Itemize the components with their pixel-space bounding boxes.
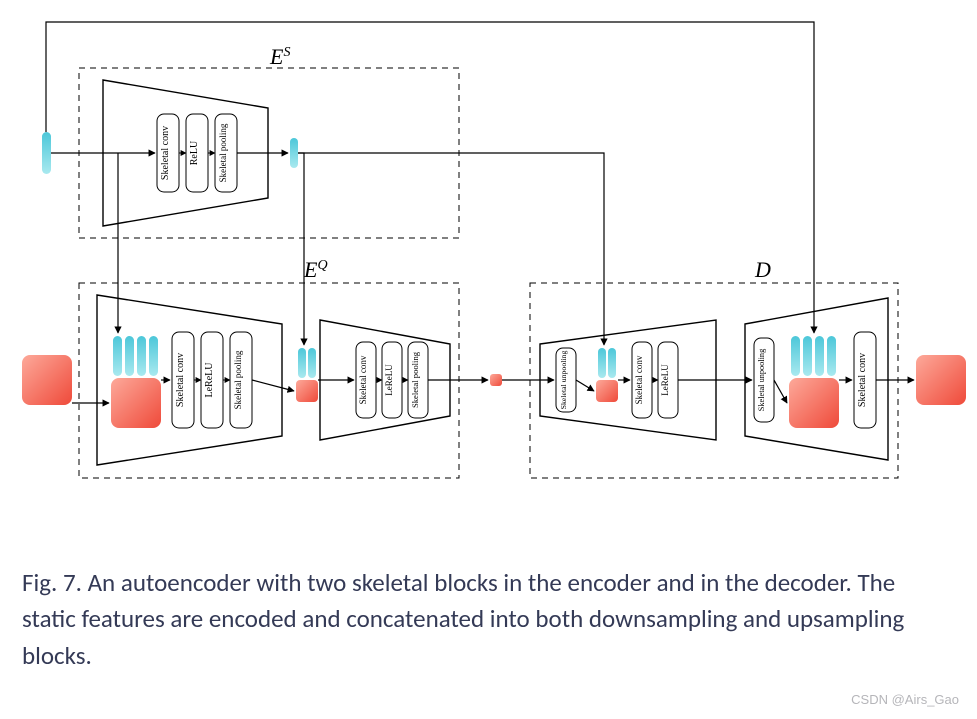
es-skeletal-conv: Skeletal conv xyxy=(157,114,179,192)
svg-text:Skeletal pooling: Skeletal pooling xyxy=(410,351,420,408)
label-es: ES xyxy=(269,44,290,69)
svg-text:Skeletal conv: Skeletal conv xyxy=(160,126,171,180)
svg-text:Skeletal pooling: Skeletal pooling xyxy=(233,350,243,409)
figure-caption: Fig. 7. An autoencoder with two skeletal… xyxy=(22,565,947,674)
d1-concat xyxy=(596,348,618,402)
svg-text:ReLU: ReLU xyxy=(189,140,200,165)
caption-prefix: Fig. 7. xyxy=(22,567,82,598)
eq-mid-concat xyxy=(296,348,318,402)
svg-text:Skeletal conv: Skeletal conv xyxy=(857,353,868,407)
svg-text:Skeletal conv: Skeletal conv xyxy=(175,353,186,407)
svg-text:Skeletal pooling: Skeletal pooling xyxy=(218,123,228,182)
latent-red xyxy=(490,374,502,386)
es-output-cyan xyxy=(290,138,298,168)
d1-lerelu: LeReLU xyxy=(658,342,678,418)
d1-skeletal-unpooling: Skeletal unpooling xyxy=(556,348,576,412)
d2-skeletal-unpooling: Skeletal unpooling xyxy=(754,338,774,422)
svg-text:Skeletal conv: Skeletal conv xyxy=(358,355,368,404)
svg-text:Skeletal unpooling: Skeletal unpooling xyxy=(559,351,568,410)
svg-text:Skeletal conv: Skeletal conv xyxy=(634,355,644,404)
label-eq: EQ xyxy=(303,257,328,282)
svg-text:LeReLU: LeReLU xyxy=(384,364,394,396)
d2-concat xyxy=(789,336,839,428)
output-red-large xyxy=(916,355,966,405)
eq1-skeletal-conv: Skeletal conv xyxy=(172,332,194,428)
input-red-large xyxy=(22,355,72,405)
label-d: D xyxy=(754,257,771,282)
d2-skeletal-conv: Skeletal conv xyxy=(854,332,876,428)
autoencoder-diagram: Skeletal conv ReLU Skeletal pooling Skel… xyxy=(0,0,977,530)
eq2-skeletal-conv: Skeletal conv xyxy=(356,342,376,418)
eq1-lerelu: LeReLU xyxy=(201,332,223,428)
watermark: CSDN @Airs_Gao xyxy=(851,692,959,707)
d1-skeletal-conv: Skeletal conv xyxy=(632,342,652,418)
es-relu: ReLU xyxy=(186,114,208,192)
input-cyan-pill xyxy=(42,132,51,174)
eq2-lerelu: LeReLU xyxy=(382,342,402,418)
svg-text:LeReLU: LeReLU xyxy=(660,364,670,396)
svg-text:Skeletal unpooling: Skeletal unpooling xyxy=(757,349,766,411)
eq1-skeletal-pooling: Skeletal pooling xyxy=(230,332,252,428)
eq1-concat xyxy=(111,336,161,428)
caption-body: An autoencoder with two skeletal blocks … xyxy=(22,567,904,671)
svg-text:LeReLU: LeReLU xyxy=(204,362,215,398)
eq2-skeletal-pooling: Skeletal pooling xyxy=(408,342,428,418)
es-skeletal-pooling: Skeletal pooling xyxy=(215,114,237,192)
